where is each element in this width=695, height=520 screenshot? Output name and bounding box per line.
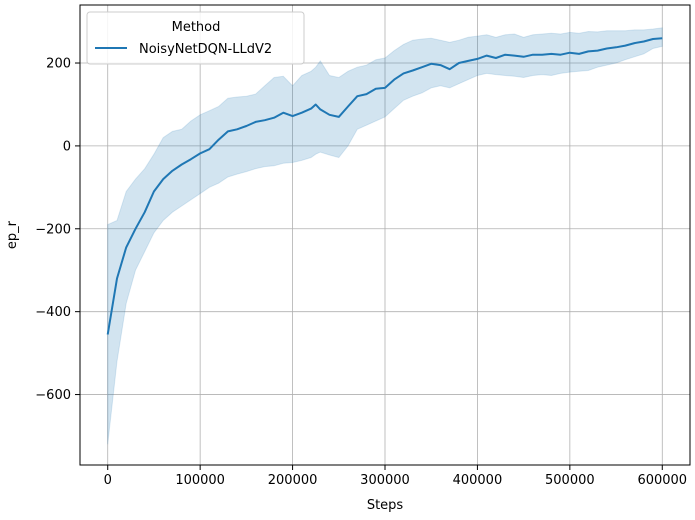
y-tick-label: 200	[46, 57, 71, 72]
y-tick-label: 0	[63, 139, 71, 154]
legend-box	[86, 11, 305, 65]
y-axis-ticks: −600 −400 −200 0 200	[35, 57, 80, 403]
x-tick-label: 400000	[453, 473, 503, 488]
grid-lines	[80, 5, 690, 465]
series-lines	[106, 37, 663, 335]
x-tick-label: 500000	[545, 473, 595, 488]
x-tick-label: 300000	[360, 473, 410, 488]
x-tick-label: 600000	[637, 473, 687, 488]
legend-title: Method	[172, 20, 221, 35]
y-tick-label: −600	[35, 388, 71, 403]
legend: Method NoisyNetDQN-LLdV2	[86, 11, 305, 65]
y-axis-label: ep_r	[5, 220, 20, 249]
x-tick-label: 0	[104, 473, 112, 488]
legend-entry-label: NoisyNetDQN-LLdV2	[139, 42, 272, 57]
y-tick-label: −400	[35, 305, 71, 320]
x-tick-label: 100000	[175, 473, 225, 488]
x-axis-label: Steps	[367, 498, 404, 513]
x-tick-label: 200000	[268, 473, 318, 488]
confidence-band	[107, 27, 663, 445]
x-axis-ticks: 0 100000 200000 300000 400000 500000 600000	[104, 465, 687, 488]
series-line	[106, 37, 663, 335]
y-tick-label: −200	[35, 222, 71, 237]
confidence-bands	[107, 27, 663, 445]
